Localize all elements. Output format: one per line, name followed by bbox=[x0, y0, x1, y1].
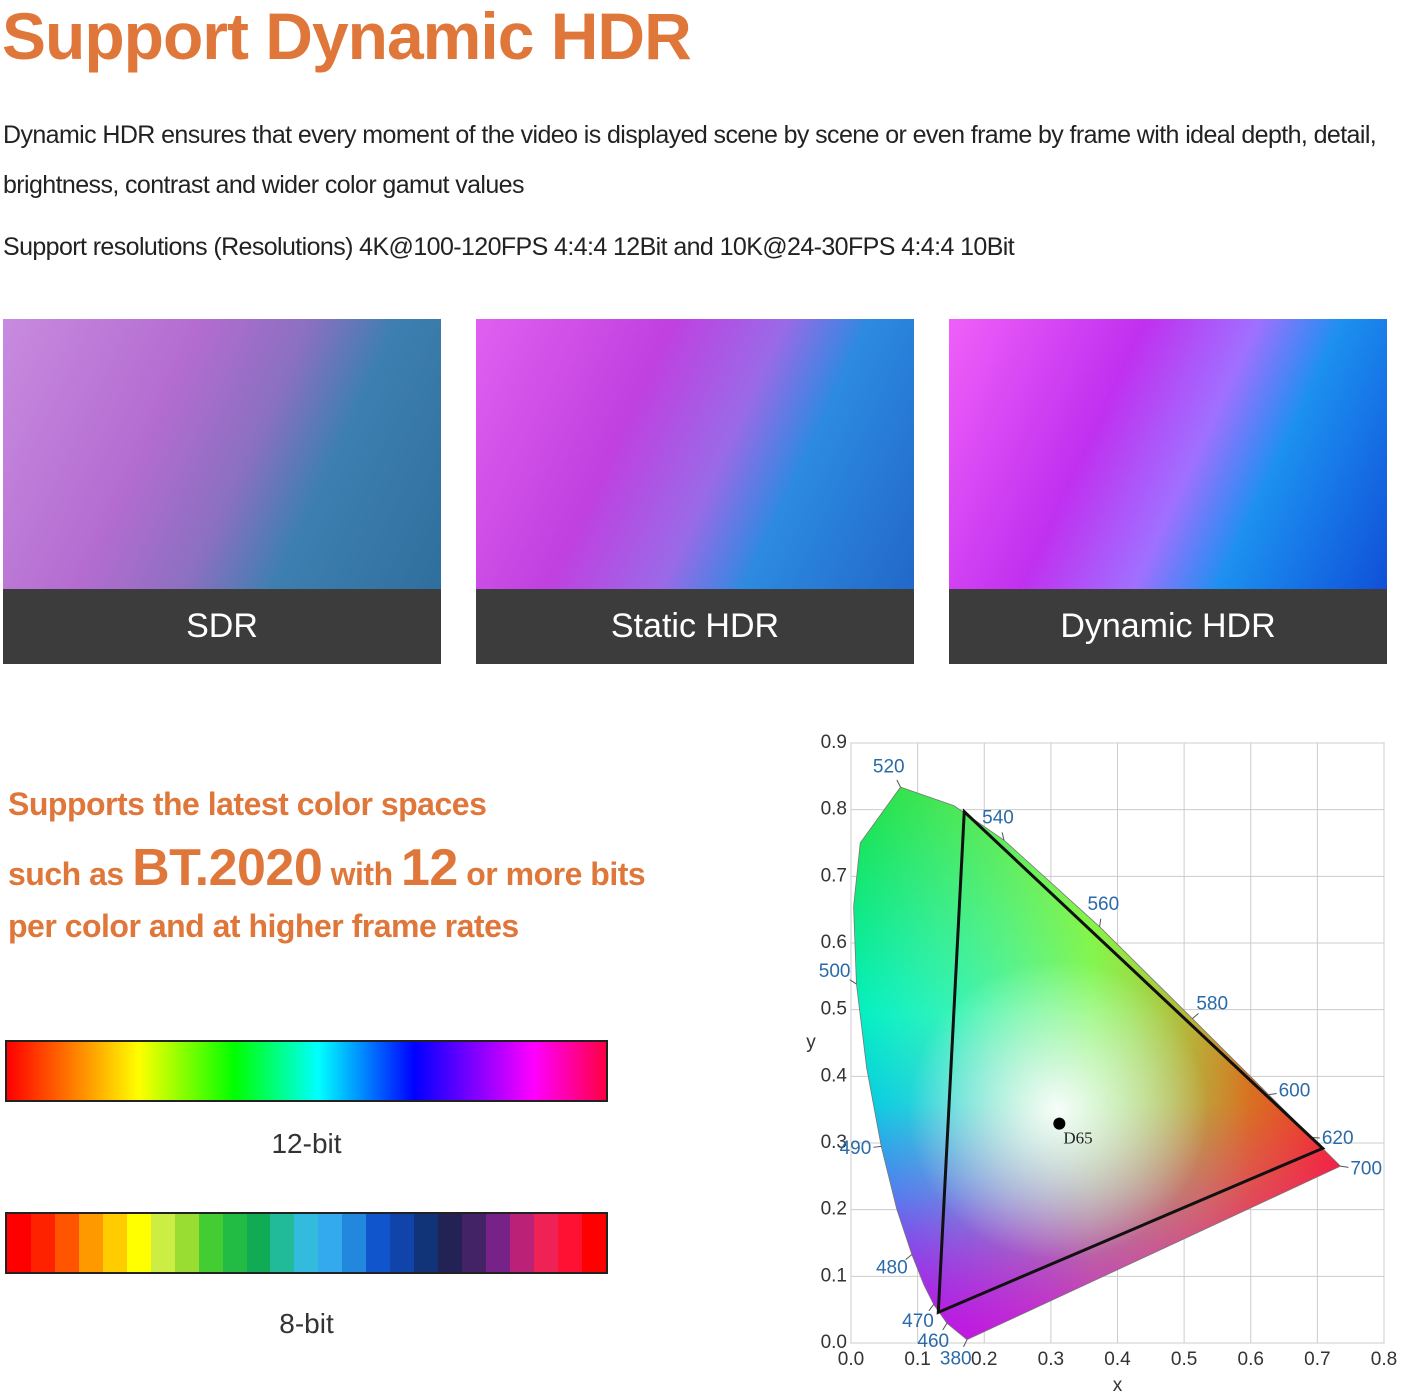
x-tick-label: 0.6 bbox=[1238, 1349, 1264, 1370]
y-tick-label: 0.9 bbox=[821, 732, 847, 753]
static-hdr-image bbox=[476, 319, 914, 589]
wavelength-tick bbox=[928, 1304, 935, 1312]
y-tick-label: 0.7 bbox=[821, 865, 847, 886]
x-tick-label: 0.7 bbox=[1304, 1349, 1330, 1370]
spectral-locus bbox=[853, 786, 1342, 1341]
wavelength-label: 600 bbox=[1279, 1081, 1311, 1102]
wavelength-label: 480 bbox=[876, 1258, 908, 1279]
wavelength-label: 620 bbox=[1322, 1128, 1354, 1149]
color-step bbox=[174, 1214, 199, 1272]
color-step bbox=[78, 1214, 103, 1272]
color-step bbox=[318, 1214, 343, 1272]
x-axis-label: x bbox=[1113, 1375, 1123, 1395]
y-tick-label: 0.1 bbox=[821, 1265, 847, 1286]
color-step bbox=[270, 1214, 295, 1272]
wavelength-label: 500 bbox=[819, 961, 851, 982]
wavelength-tick bbox=[849, 979, 857, 985]
wavelength-label: 580 bbox=[1196, 993, 1228, 1014]
color-step bbox=[438, 1214, 463, 1272]
white-point-label: D65 bbox=[1063, 1129, 1092, 1148]
color-step bbox=[150, 1214, 175, 1272]
x-tick-label: 0.1 bbox=[904, 1349, 930, 1370]
wavelength-tick bbox=[896, 779, 901, 788]
y-axis-label: y bbox=[806, 1032, 816, 1053]
bar-label: 12-bit bbox=[271, 1128, 342, 1159]
heading-highlight: BT.2020 bbox=[132, 839, 323, 897]
color-step bbox=[581, 1214, 606, 1272]
y-tick-label: 0.3 bbox=[821, 1132, 847, 1153]
heading-line: Supports the latest color spaces bbox=[8, 786, 487, 822]
caption: Dynamic HDR bbox=[949, 589, 1387, 664]
color-step bbox=[54, 1214, 79, 1272]
resolutions: Support resolutions (Resolutions) 4K@100… bbox=[3, 233, 1015, 261]
caption: SDR bbox=[3, 589, 441, 664]
heading-text: with bbox=[330, 856, 393, 892]
wavelength-tick bbox=[905, 1254, 913, 1261]
y-tick-label: 0.5 bbox=[821, 999, 847, 1020]
wavelength-label: 380 bbox=[940, 1349, 972, 1370]
bar-label: 8-bit bbox=[279, 1308, 334, 1339]
color-step bbox=[126, 1214, 151, 1272]
wavelength-label: 520 bbox=[873, 757, 905, 778]
gradient-12bit bbox=[5, 1040, 608, 1102]
description: Dynamic HDR ensures that every moment of… bbox=[3, 121, 1377, 199]
heading-text: such as bbox=[8, 856, 124, 892]
color-step bbox=[222, 1214, 247, 1272]
heading-line: such as BT.2020 with 12 or more bits bbox=[8, 838, 646, 898]
title: Support Dynamic HDR bbox=[2, 0, 692, 73]
x-tick-label: 0.3 bbox=[1038, 1349, 1064, 1370]
color-step bbox=[533, 1214, 558, 1272]
color-step bbox=[102, 1214, 127, 1272]
color-step bbox=[462, 1214, 487, 1272]
wavelength-tick bbox=[1268, 1093, 1277, 1096]
wavelength-label: 540 bbox=[982, 808, 1014, 829]
y-tick-label: 0.8 bbox=[821, 799, 847, 820]
sdr-image bbox=[3, 319, 441, 589]
color-step bbox=[510, 1214, 534, 1272]
wavelength-tick bbox=[1340, 1165, 1349, 1168]
heading-text: or more bits bbox=[466, 856, 646, 892]
heading-line: per color and at higher frame rates bbox=[8, 908, 519, 944]
wavelength-tick bbox=[963, 1339, 968, 1348]
wavelength-label: 560 bbox=[1087, 894, 1119, 915]
y-tick-label: 0.6 bbox=[821, 932, 847, 953]
color-step bbox=[246, 1214, 271, 1272]
gamut-triangle bbox=[936, 808, 1326, 1315]
x-tick-label: 0.8 bbox=[1371, 1349, 1397, 1370]
wavelength-tick bbox=[1099, 918, 1102, 927]
color-step bbox=[342, 1214, 367, 1272]
wavelength-label: 460 bbox=[917, 1331, 949, 1352]
color-step bbox=[390, 1214, 415, 1272]
wavelength-label: 490 bbox=[840, 1138, 872, 1159]
color-step bbox=[198, 1214, 223, 1272]
wavelength-label: 470 bbox=[902, 1311, 934, 1332]
wavelength-tick bbox=[1001, 832, 1005, 841]
wavelength-label: 700 bbox=[1350, 1159, 1382, 1180]
x-tick-label: 0.2 bbox=[971, 1349, 997, 1370]
y-tick-label: 0.4 bbox=[821, 1065, 848, 1086]
heading-highlight: 12 bbox=[401, 839, 458, 897]
color-step bbox=[486, 1214, 511, 1272]
color-step bbox=[294, 1214, 319, 1272]
y-tick-label: 0.2 bbox=[821, 1199, 847, 1220]
x-tick-label: 0.0 bbox=[838, 1349, 864, 1370]
caption: Static HDR bbox=[476, 589, 914, 664]
x-tick-label: 0.4 bbox=[1104, 1349, 1131, 1370]
color-step bbox=[414, 1214, 439, 1272]
color-step bbox=[30, 1214, 55, 1272]
wavelength-tick bbox=[942, 1322, 948, 1331]
wavelength-tick bbox=[1192, 1013, 1199, 1019]
color-step bbox=[557, 1214, 582, 1272]
y-tick-label: 0.0 bbox=[821, 1332, 847, 1353]
color-step bbox=[7, 1214, 31, 1272]
white-point bbox=[1053, 1117, 1066, 1130]
x-tick-label: 0.5 bbox=[1171, 1349, 1197, 1370]
color-step bbox=[366, 1214, 391, 1272]
dynamic-hdr-image bbox=[949, 319, 1387, 589]
wavelength-tick bbox=[873, 1145, 882, 1148]
gradient-8bit bbox=[5, 1212, 608, 1274]
